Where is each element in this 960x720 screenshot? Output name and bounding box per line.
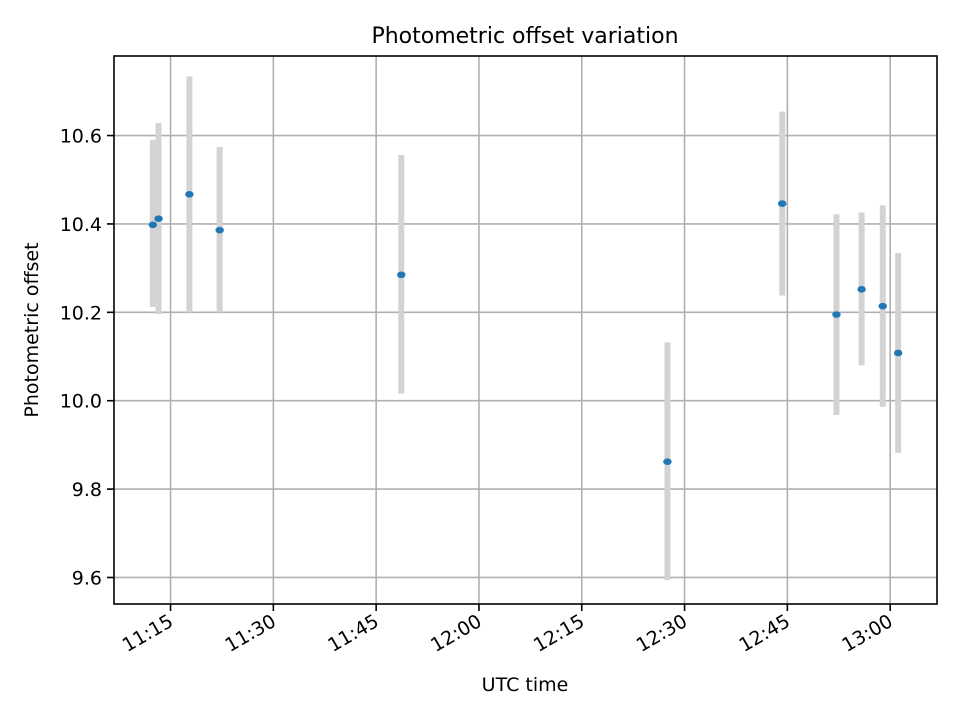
- data-point: [857, 286, 866, 293]
- y-tick-label: 10.6: [60, 126, 102, 148]
- chart-title: Photometric offset variation: [371, 24, 678, 49]
- x-tick-label: 12:15: [530, 610, 588, 656]
- y-tick-label: 9.8: [72, 479, 102, 501]
- grid: [114, 56, 937, 604]
- data-point: [397, 271, 406, 279]
- y-tick-label: 10.0: [60, 391, 102, 413]
- x-tick-label: 12:30: [633, 610, 691, 656]
- data-points: [148, 191, 903, 465]
- x-tick-label: 11:30: [221, 610, 279, 656]
- y-tick-label: 10.4: [60, 214, 102, 236]
- data-point: [893, 349, 903, 357]
- y-axis-label: Photometric offset: [21, 242, 43, 417]
- x-tick-label: 11:15: [119, 610, 177, 656]
- plot-frame: [113, 55, 938, 605]
- y-tick-label: 9.6: [72, 567, 102, 589]
- data-point: [878, 302, 887, 310]
- x-tick-label: 13:00: [838, 610, 896, 656]
- data-point: [148, 221, 158, 229]
- x-axis-label: UTC time: [482, 674, 569, 696]
- data-point: [154, 215, 163, 222]
- x-tick-label: 12:45: [735, 610, 793, 656]
- data-point: [215, 226, 224, 234]
- y-tick-label: 10.2: [60, 302, 102, 324]
- data-point: [778, 200, 787, 207]
- x-tick-label: 11:45: [324, 610, 382, 656]
- error-bars: [149, 76, 902, 581]
- data-point: [663, 458, 672, 465]
- data-point: [185, 191, 194, 198]
- data-point: [832, 311, 841, 318]
- x-tick-label: 12:00: [427, 610, 485, 656]
